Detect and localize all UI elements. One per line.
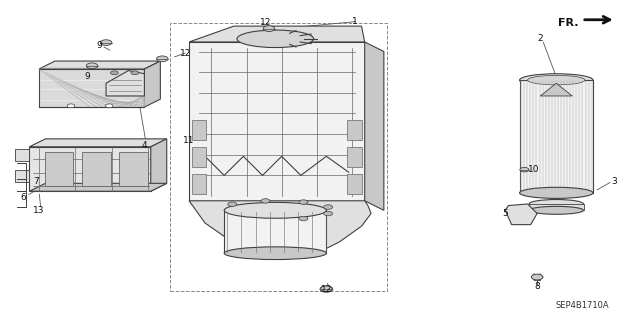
Text: 7: 7 bbox=[33, 177, 38, 186]
Polygon shape bbox=[29, 147, 151, 191]
Ellipse shape bbox=[237, 30, 314, 48]
Polygon shape bbox=[189, 42, 365, 201]
Polygon shape bbox=[540, 83, 572, 96]
FancyBboxPatch shape bbox=[120, 152, 148, 187]
Text: SEP4B1710A: SEP4B1710A bbox=[555, 301, 609, 310]
FancyBboxPatch shape bbox=[348, 174, 362, 195]
Text: 9: 9 bbox=[97, 41, 102, 50]
Text: 3: 3 bbox=[611, 177, 616, 186]
Circle shape bbox=[157, 56, 168, 62]
Circle shape bbox=[531, 274, 543, 280]
Text: FR.: FR. bbox=[558, 18, 579, 28]
Polygon shape bbox=[151, 139, 167, 191]
Polygon shape bbox=[145, 61, 161, 107]
Ellipse shape bbox=[529, 199, 584, 208]
Circle shape bbox=[100, 40, 112, 46]
Text: 12: 12 bbox=[321, 285, 332, 294]
Text: 11: 11 bbox=[183, 136, 195, 145]
Text: 13: 13 bbox=[33, 206, 45, 215]
Polygon shape bbox=[189, 26, 365, 42]
Polygon shape bbox=[39, 61, 161, 69]
Text: 2: 2 bbox=[538, 34, 543, 43]
Polygon shape bbox=[29, 183, 167, 191]
Polygon shape bbox=[29, 139, 167, 147]
Ellipse shape bbox=[520, 187, 593, 198]
Text: 12: 12 bbox=[260, 19, 271, 27]
Circle shape bbox=[106, 104, 113, 108]
Text: 1: 1 bbox=[352, 17, 358, 26]
Circle shape bbox=[263, 26, 275, 32]
Polygon shape bbox=[224, 210, 326, 253]
Text: 5: 5 bbox=[502, 209, 508, 218]
Text: 8: 8 bbox=[534, 282, 540, 291]
Circle shape bbox=[131, 71, 139, 75]
Text: 10: 10 bbox=[528, 165, 540, 174]
Text: 12: 12 bbox=[180, 48, 191, 58]
Circle shape bbox=[520, 167, 529, 172]
Circle shape bbox=[299, 200, 308, 204]
Polygon shape bbox=[106, 70, 145, 96]
FancyBboxPatch shape bbox=[192, 174, 206, 195]
FancyBboxPatch shape bbox=[348, 147, 362, 167]
Polygon shape bbox=[365, 42, 384, 210]
Circle shape bbox=[324, 211, 333, 216]
FancyBboxPatch shape bbox=[529, 204, 584, 210]
Circle shape bbox=[321, 286, 332, 292]
Ellipse shape bbox=[527, 75, 585, 85]
Text: 9: 9 bbox=[84, 72, 90, 81]
Text: 6: 6 bbox=[20, 193, 26, 202]
FancyBboxPatch shape bbox=[15, 170, 29, 182]
Polygon shape bbox=[520, 80, 593, 193]
FancyBboxPatch shape bbox=[83, 152, 111, 187]
Polygon shape bbox=[39, 69, 145, 107]
Circle shape bbox=[111, 71, 118, 75]
Ellipse shape bbox=[224, 202, 326, 218]
Polygon shape bbox=[189, 201, 371, 256]
Circle shape bbox=[261, 199, 270, 203]
Ellipse shape bbox=[224, 247, 326, 260]
FancyBboxPatch shape bbox=[192, 147, 206, 167]
FancyBboxPatch shape bbox=[15, 149, 29, 161]
Circle shape bbox=[324, 205, 333, 209]
Circle shape bbox=[320, 286, 333, 292]
Circle shape bbox=[86, 63, 98, 69]
Circle shape bbox=[67, 104, 75, 108]
Text: 4: 4 bbox=[141, 141, 147, 150]
FancyBboxPatch shape bbox=[192, 120, 206, 140]
Circle shape bbox=[228, 202, 237, 206]
Polygon shape bbox=[505, 204, 537, 225]
Circle shape bbox=[299, 216, 308, 221]
Ellipse shape bbox=[529, 206, 584, 214]
FancyBboxPatch shape bbox=[348, 120, 362, 140]
FancyBboxPatch shape bbox=[45, 152, 74, 187]
Ellipse shape bbox=[520, 74, 593, 86]
